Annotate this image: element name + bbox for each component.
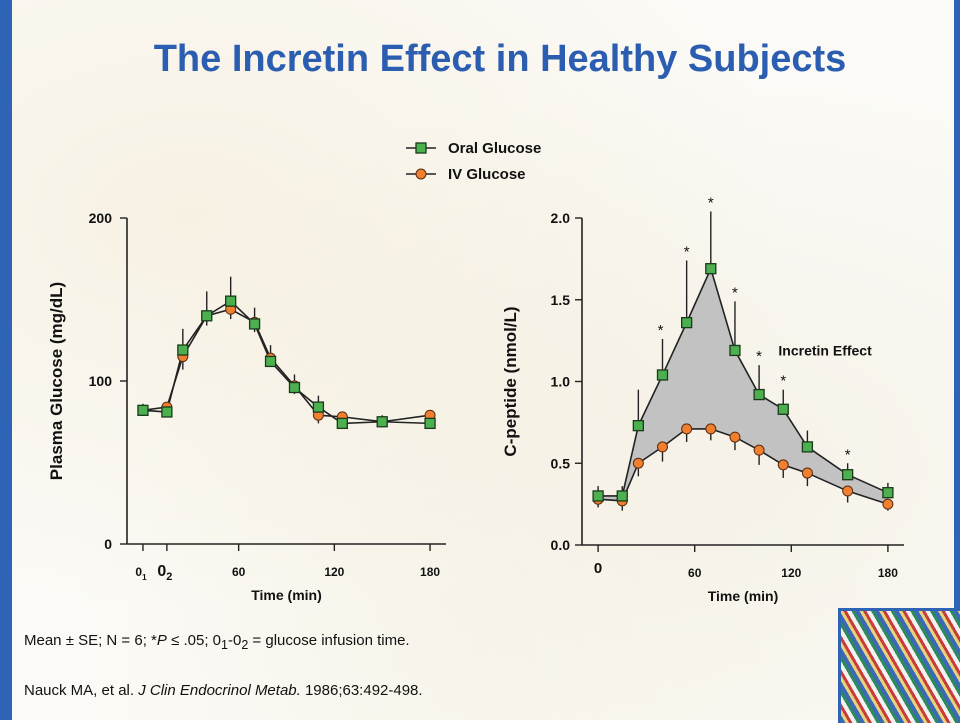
- significance-marker: *: [658, 322, 664, 339]
- x-tick-label: 180: [878, 566, 898, 580]
- iv-glucose-point: [681, 423, 693, 435]
- oral-glucose-point: [681, 316, 693, 329]
- y-tick-label: 100: [89, 373, 113, 389]
- oral-glucose-point: [592, 490, 604, 502]
- citation-authors: Nauck MA, et al.: [24, 682, 139, 699]
- oral-glucose-point: [376, 416, 388, 428]
- x-tick-label: 120: [324, 565, 344, 579]
- x-tick-label: 120: [781, 566, 801, 580]
- citation-details: 1986;63:492-498.: [300, 682, 423, 699]
- x-axis-title: Time (min): [708, 588, 779, 604]
- oral-glucose-line: [598, 266, 889, 497]
- slide-left-border: [0, 0, 12, 720]
- oral-glucose-point: [177, 344, 189, 356]
- y-tick-label: 0.5: [551, 455, 571, 471]
- chart-1: 0 100 200 01 02 60 120 180 Time (min) Plasma Gluc…: [47, 210, 446, 603]
- oral-glucose-point: [753, 388, 765, 401]
- iv-glucose-point: [842, 485, 854, 497]
- citation-journal: J Clin Endocrinol Metab.: [138, 682, 301, 699]
- iv-glucose-point: [777, 459, 789, 471]
- slide-title: The Incretin Effect in Healthy Subjects: [153, 38, 847, 80]
- slide-right-border: [954, 0, 960, 720]
- citation: Nauck MA, et al. J Clin Endocrinol Metab…: [24, 682, 423, 699]
- y-tick-label: 1.0: [551, 374, 571, 390]
- iv-glucose-point: [801, 467, 813, 479]
- significance-marker: *: [780, 373, 786, 390]
- oral-glucose-point: [137, 404, 149, 416]
- oral-glucose-point: [882, 487, 894, 499]
- x-tick-label: 02: [157, 563, 172, 583]
- footnote-sub-2: 2: [241, 638, 249, 652]
- legend: Oral Glucose IV Glucose: [406, 140, 541, 183]
- oral-glucose-point: [336, 417, 348, 430]
- oral-glucose-point: [264, 355, 277, 368]
- significance-marker: *: [732, 284, 738, 301]
- y-tick-label: 1.5: [551, 292, 571, 308]
- y-tick-label: 0.0: [551, 537, 571, 553]
- footnote-part-2: ≤ .05; 0: [166, 632, 222, 649]
- legend-label: IV Glucose: [448, 166, 526, 183]
- significance-marker: *: [756, 348, 762, 365]
- oral-glucose-point: [161, 406, 173, 418]
- footnote-part-4: = glucose infusion time.: [248, 632, 410, 649]
- oral-glucose-line: [142, 300, 431, 425]
- x-tick-label: 60: [688, 566, 702, 580]
- incretin-effect-area: [598, 268, 888, 505]
- footnote-sub-1: 1: [221, 638, 228, 652]
- oral-glucose-point: [632, 419, 644, 432]
- footnote-p-italic: P: [156, 632, 167, 649]
- decorative-mosaic-image: [838, 608, 960, 723]
- significance-marker: *: [845, 446, 851, 463]
- chart-2: 0.0 0.5 1.0 1.5 2.0 0 60 120 180 Time (min) C-pept…: [501, 194, 904, 604]
- significance-marker: *: [708, 194, 714, 211]
- oral-glucose-point: [616, 490, 628, 502]
- x-tick-label: 0: [594, 560, 602, 577]
- y-axis-title: Plasma Glucose (mg/dL): [47, 282, 66, 480]
- oral-glucose-point: [656, 369, 669, 381]
- iv-glucose-point: [632, 457, 644, 469]
- footnote-part-3: -0: [227, 632, 242, 649]
- incretin-effect-label: Incretin Effect: [778, 342, 872, 358]
- x-tick-label: 180: [420, 565, 440, 579]
- legend-iv-marker: [415, 168, 427, 180]
- x-tick-label: 01: [135, 565, 147, 582]
- y-tick-label: 200: [89, 210, 113, 226]
- oral-glucose-point: [248, 318, 261, 330]
- y-axis-title: C-peptide (nmol/L): [501, 306, 520, 456]
- iv-glucose-point: [705, 423, 717, 435]
- oral-glucose-point: [201, 310, 213, 322]
- oral-glucose-point: [705, 263, 717, 275]
- oral-glucose-point: [777, 403, 789, 415]
- x-axis-title: Time (min): [251, 587, 322, 603]
- x-tick-label: 60: [232, 565, 246, 579]
- y-tick-label: 2.0: [551, 210, 571, 226]
- oral-glucose-point: [801, 441, 814, 453]
- iv-glucose-point: [882, 498, 894, 510]
- legend-oral-marker: [415, 142, 427, 154]
- oral-glucose-point: [424, 417, 436, 430]
- iv-glucose-line: [142, 308, 431, 423]
- iv-glucose-point: [753, 444, 765, 456]
- iv-glucose-point: [657, 441, 668, 453]
- footnote: Mean ± SE; N = 6; *P ≤ .05; 01-02 = gluc…: [24, 632, 410, 652]
- significance-marker: *: [684, 244, 690, 261]
- oral-glucose-point: [288, 381, 301, 394]
- legend-label: Oral Glucose: [448, 140, 541, 157]
- oral-glucose-point: [842, 469, 854, 481]
- oral-glucose-point: [729, 344, 741, 357]
- y-tick-label: 0: [104, 536, 112, 552]
- oral-glucose-point: [312, 401, 325, 413]
- footnote-part-1: Mean ± SE; N = 6; *: [24, 632, 157, 649]
- oral-glucose-point: [225, 295, 237, 307]
- iv-glucose-line: [598, 428, 889, 505]
- iv-glucose-point: [729, 431, 741, 443]
